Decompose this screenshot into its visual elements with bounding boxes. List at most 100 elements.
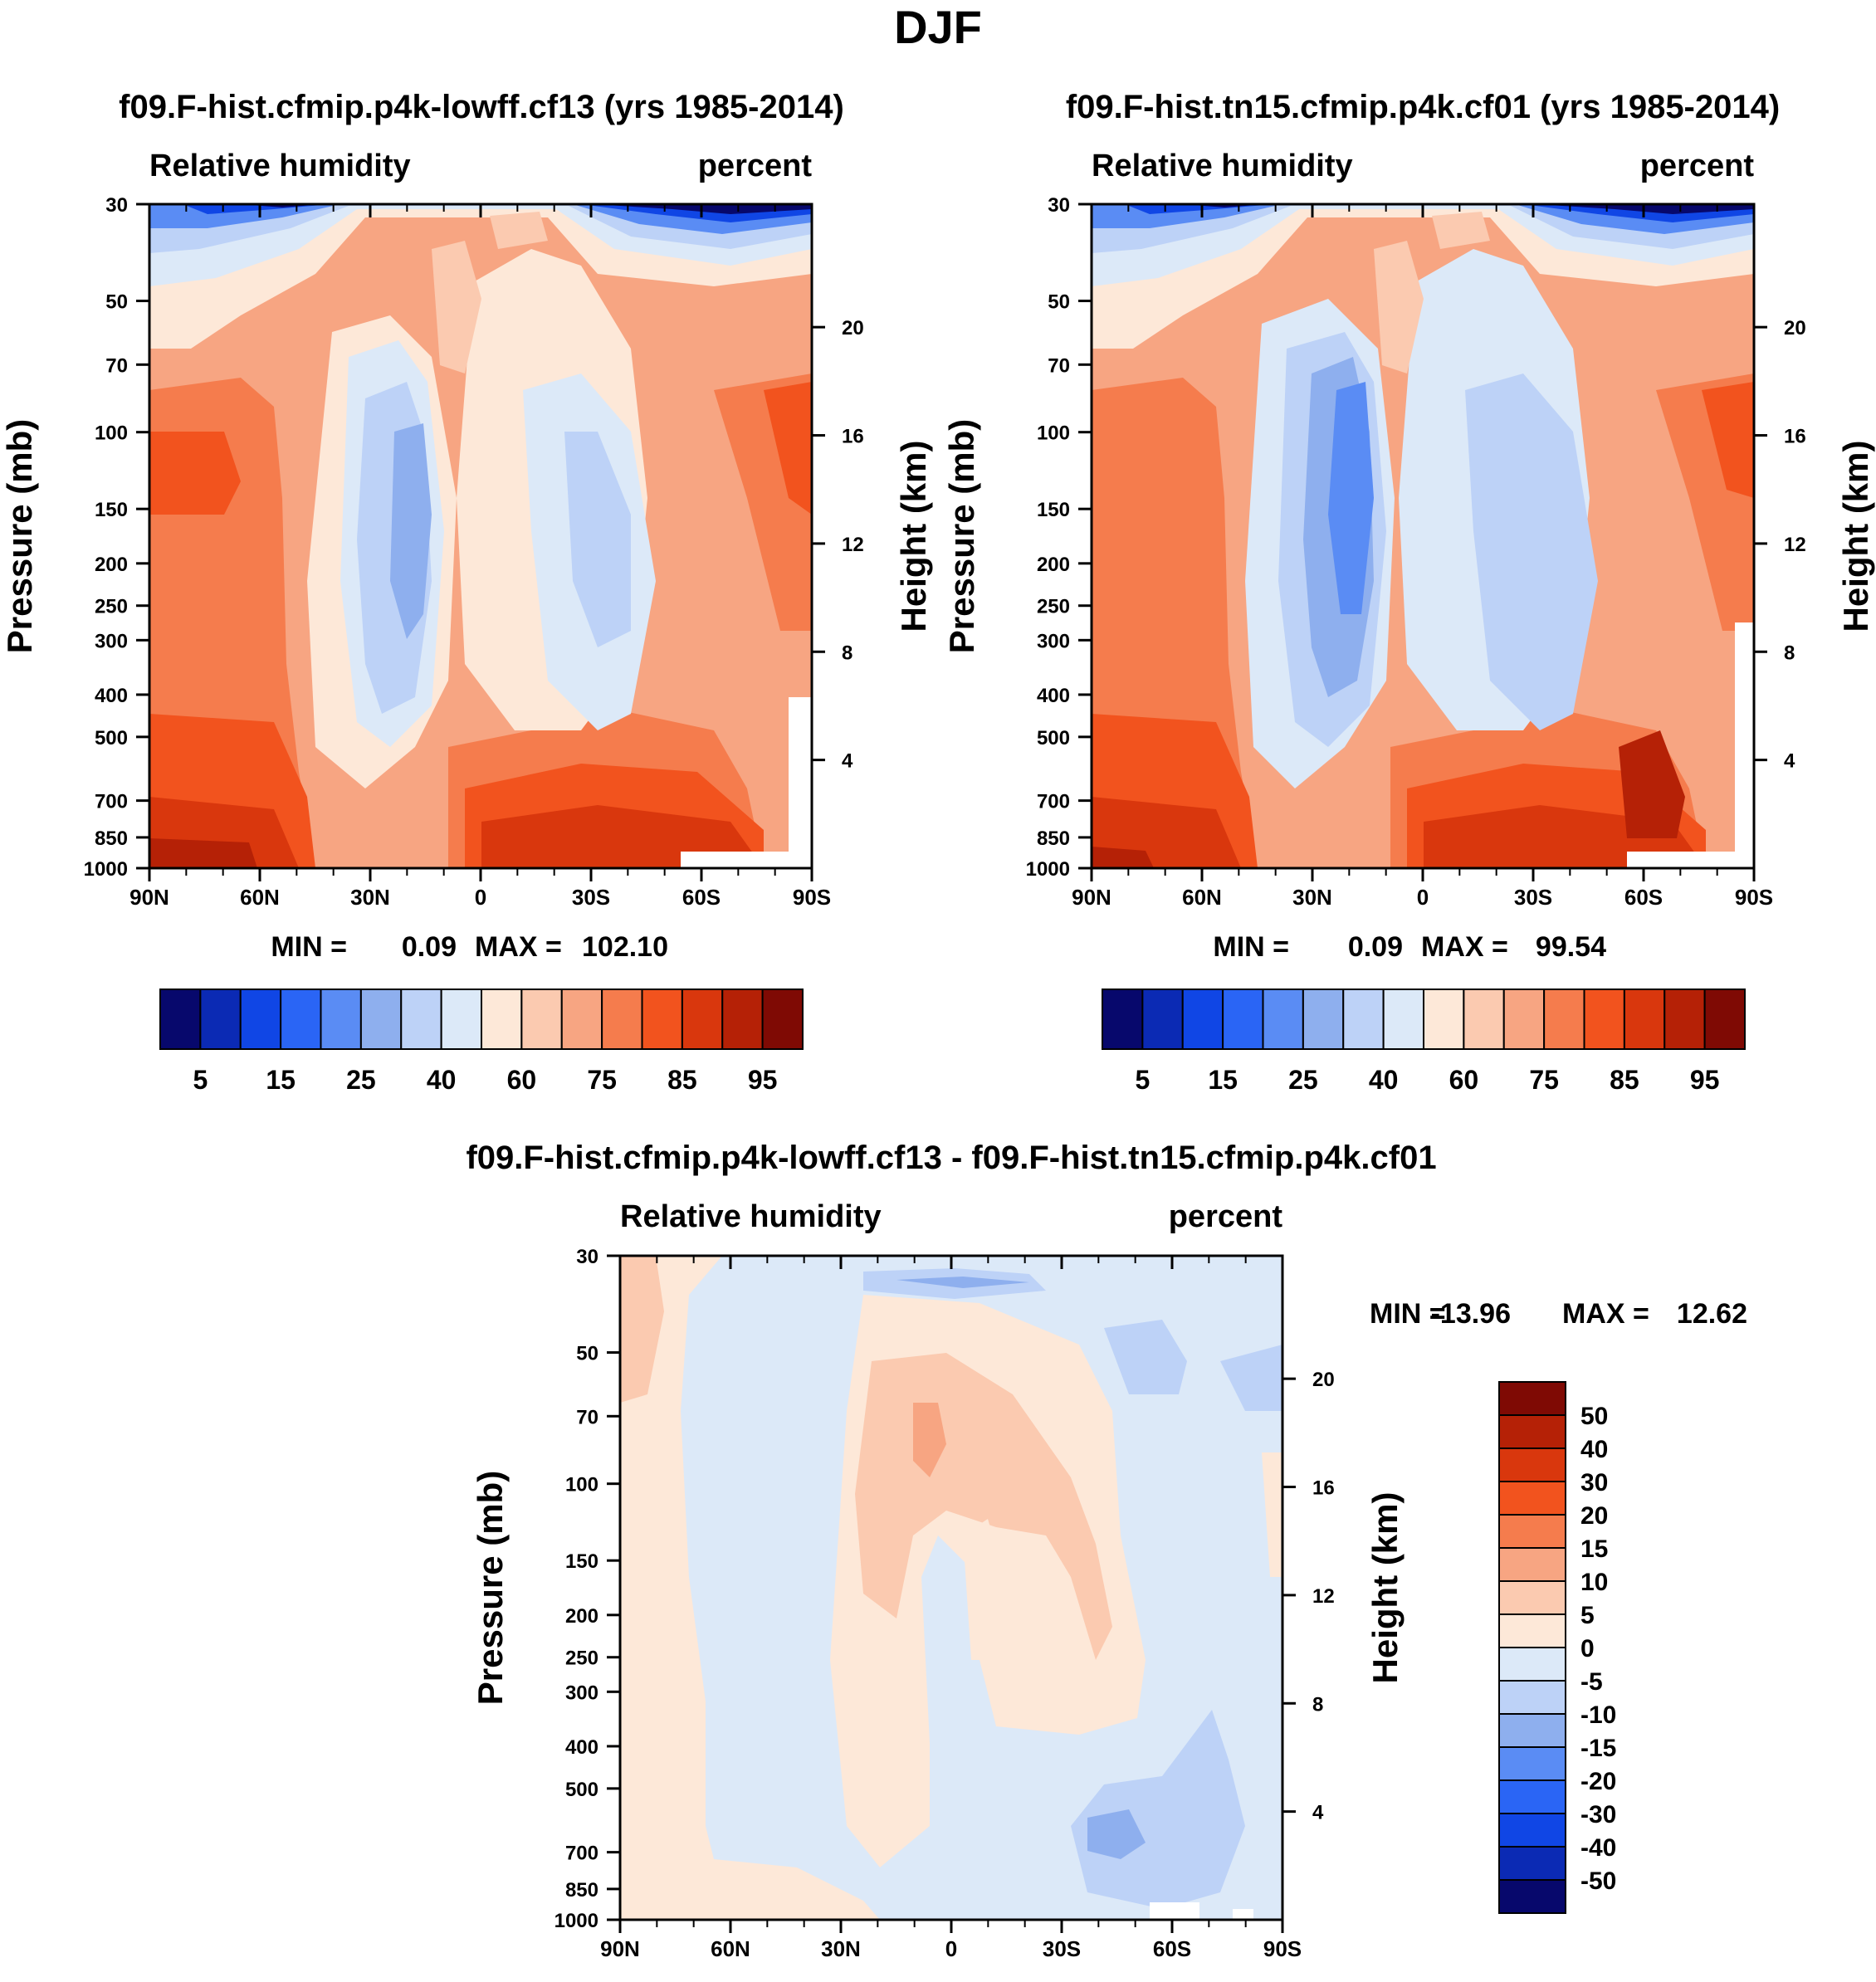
colorbar-cell	[320, 989, 362, 1050]
max-label: MAX =	[475, 931, 562, 963]
height-tick-label: 20	[1312, 1369, 1335, 1391]
colorbar-cell	[1382, 989, 1424, 1050]
stats-line: MIN = 0.09 MAX = 99.54	[1213, 931, 1606, 963]
y-tick-label: 150	[95, 499, 128, 521]
height-tick-label: 20	[842, 317, 864, 339]
x-tick-label: 30S	[1514, 885, 1552, 910]
colorbar: 5 15 25 40 60 75 85 95	[1102, 989, 1746, 1095]
height-tick-label: 12	[1312, 1585, 1335, 1608]
colorbar-cell	[1262, 989, 1304, 1050]
height-tick-label: 12	[1784, 534, 1806, 556]
y-tick-label: 50	[576, 1343, 598, 1365]
y-tick-label: 400	[95, 685, 128, 707]
max-value: 99.54	[1536, 931, 1606, 963]
colorbar-cell	[1498, 1481, 1566, 1516]
colorbar-label: -20	[1580, 1768, 1616, 1795]
colorbar-cell	[1498, 1547, 1566, 1582]
x-tick-label: 90N	[600, 1936, 640, 1961]
colorbar-label: 40	[427, 1065, 457, 1095]
colorbar-cell	[1141, 989, 1184, 1050]
colorbar-label: -15	[1580, 1735, 1616, 1762]
colorbar-label: 15	[266, 1065, 296, 1095]
y-tick-label: 500	[95, 727, 128, 749]
y-axis-label-right: Height (km)	[894, 441, 933, 632]
colorbar-cell	[1302, 989, 1345, 1050]
contour-field	[1092, 204, 1754, 868]
colorbar-cell	[560, 989, 603, 1050]
x-tick-label: 60N	[240, 885, 280, 910]
colorbar-label: -40	[1580, 1834, 1616, 1862]
colorbar-label: 25	[1288, 1065, 1318, 1095]
y-tick-label: 250	[95, 596, 128, 618]
page-title: DJF	[894, 1, 982, 53]
y-tick-label: 700	[1037, 791, 1070, 813]
height-tick-label: 16	[1784, 426, 1806, 448]
colorbar-label: -5	[1580, 1668, 1603, 1696]
max-label: MAX =	[1421, 931, 1508, 963]
colorbar-cell	[481, 989, 523, 1050]
colorbar: 5 15 25 40 60 75 85 95	[159, 989, 804, 1095]
height-tick-label: 8	[1312, 1693, 1323, 1716]
x-tick-label: 0	[1417, 885, 1429, 910]
y-tick-label: 30	[1048, 194, 1070, 217]
colorbar-cell	[681, 989, 724, 1050]
x-tick-label: 60N	[1182, 885, 1222, 910]
units-label: percent	[1169, 1199, 1283, 1234]
colorbar-cell	[1623, 989, 1666, 1050]
colorbar-label: 85	[1610, 1065, 1639, 1095]
panel-experiment: f09.F-hist.tn15.cfmip.p4k.cf01 (yrs 1985…	[942, 89, 1875, 1095]
y-tick-label: 70	[105, 354, 128, 377]
y-tick-label: 250	[1037, 596, 1070, 618]
y-tick-label: 70	[1048, 354, 1070, 377]
x-tick-label: 30N	[1292, 885, 1332, 910]
colorbar-cell	[520, 989, 563, 1050]
x-tick-label: 90S	[1263, 1936, 1302, 1961]
min-label: MIN =	[1213, 931, 1289, 963]
colorbar-label: 5	[1135, 1065, 1150, 1095]
colorbar-label: 0	[1580, 1635, 1595, 1662]
height-tick-label: 16	[1312, 1477, 1335, 1500]
x-tick-label: 30S	[572, 885, 610, 910]
colorbar-label: 50	[1580, 1403, 1608, 1430]
colorbar-cell	[239, 989, 282, 1050]
colorbar-cell	[1498, 1580, 1566, 1615]
colorbar-cell	[440, 989, 482, 1050]
colorbar-cell	[1498, 1647, 1566, 1682]
colorbar-cell	[1498, 1879, 1566, 1914]
x-tick-label: 90S	[1735, 885, 1773, 910]
y-tick-label: 100	[1037, 422, 1070, 445]
max-value: 12.62	[1677, 1298, 1747, 1330]
colorbar-cell	[1498, 1680, 1566, 1715]
colorbar-cell	[159, 989, 202, 1050]
panel-title: f09.F-hist.tn15.cfmip.p4k.cf01 (yrs 1985…	[1066, 89, 1780, 125]
colorbar-cell	[1498, 1381, 1566, 1416]
x-tick-label: 60S	[1624, 885, 1663, 910]
y-tick-label: 700	[565, 1843, 598, 1865]
height-tick-label: 4	[1312, 1802, 1324, 1824]
y-tick-label: 200	[95, 554, 128, 576]
colorbar-cell	[1498, 1613, 1566, 1648]
colorbar-cell	[400, 989, 442, 1050]
y-tick-label: 200	[565, 1605, 598, 1628]
x-tick-label: 60N	[711, 1936, 750, 1961]
height-tick-label: 4	[1784, 750, 1795, 773]
colorbar-cell	[1498, 1447, 1566, 1482]
min-value: 0.09	[402, 931, 457, 963]
y-tick-label: 200	[1037, 554, 1070, 576]
units-label: percent	[1640, 149, 1755, 183]
variable-label: Relative humidity	[620, 1199, 882, 1234]
y-tick-label: 300	[1037, 630, 1070, 652]
y-tick-label: 300	[95, 630, 128, 652]
y-axis-label: Pressure (mb)	[942, 419, 981, 653]
colorbar-cell	[1543, 989, 1585, 1050]
contour-field	[149, 204, 812, 868]
min-value: -13.96	[1431, 1298, 1511, 1330]
colorbar-label: 95	[748, 1065, 778, 1095]
panel-difference: f09.F-hist.cfmip.p4k-lowff.cf13 - f09.F-…	[466, 1140, 1747, 1961]
colorbar-cell	[1663, 989, 1706, 1050]
y-tick-label: 70	[576, 1406, 598, 1428]
colorbar-cell	[1498, 1779, 1566, 1814]
y-tick-label: 850	[95, 827, 128, 850]
x-tick-label: 30N	[350, 885, 390, 910]
